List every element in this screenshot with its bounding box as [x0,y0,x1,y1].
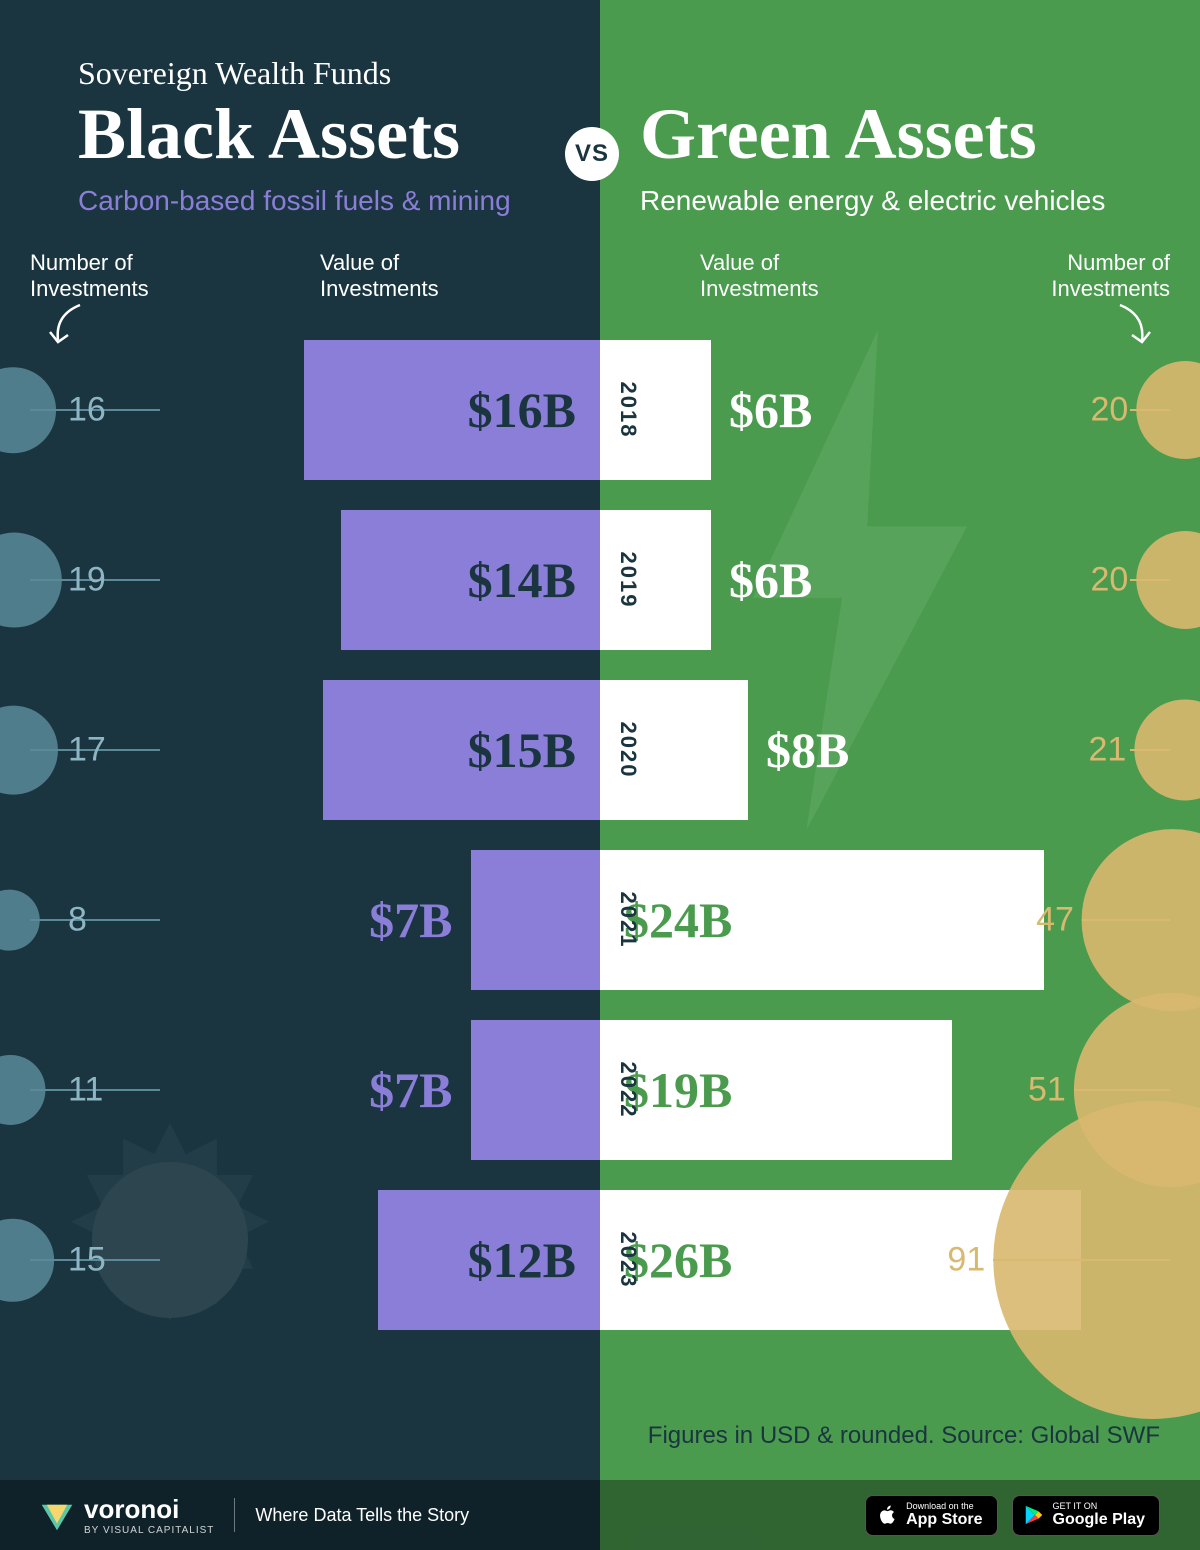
count-label-right: 20 [1090,561,1128,600]
apple-icon [876,1504,898,1526]
play-small: GET IT ON [1053,1502,1145,1511]
supertitle: Sovereign Wealth Funds [78,55,391,92]
bar-left-value: $15B [468,721,576,779]
chart-row: 15$12B$26B202391 [0,1190,1200,1330]
bar-left-value: $16B [468,381,576,439]
count-label-left: 11 [68,1071,103,1110]
year-label: 2020 [615,722,641,779]
infographic-canvas: Sovereign Wealth Funds Black Assets VS G… [0,0,1200,1550]
bar-right: $19B [600,1020,952,1160]
bar-left-value: $14B [468,551,576,609]
count-circle-left [0,706,58,795]
chart-row: 16 $16B $6B 2018 20 [0,340,1200,480]
bar-left: $7B [471,850,601,990]
year-label: 2019 [615,552,641,609]
brand-tagline: Where Data Tells the Story [255,1505,469,1526]
bar-left-value: $7B [369,891,452,949]
voronoi-logo-icon [40,1498,74,1532]
brand-logo: voronoi BY VISUAL CAPITALIST [40,1494,214,1536]
brand-divider [234,1498,235,1532]
appstore-small: Download on the [906,1502,982,1511]
tick-right [1130,749,1170,751]
bar-left: $15B [323,680,601,820]
col-header-num-right: Number ofInvestments [1051,250,1170,303]
chart-row: 8$7B$24B202147 [0,850,1200,990]
col-header-val-left: Value ofInvestments [320,250,439,303]
play-big: Google Play [1053,1511,1145,1528]
count-label-right: 91 [947,1241,985,1280]
count-label-left: 15 [68,1241,106,1280]
googleplay-icon [1023,1504,1045,1526]
col-header-val-right: Value ofInvestments [700,250,819,303]
bar-left: $7B [471,1020,601,1160]
count-circle-left [0,533,62,628]
tick-right [1074,1089,1170,1091]
count-label-right: 21 [1088,731,1126,770]
count-label-right: 51 [1028,1071,1066,1110]
count-label-left: 16 [68,391,106,430]
subtitle-right: Renewable energy & electric vehicles [640,185,1105,217]
count-label-right: 47 [1036,901,1074,940]
bar-left: $16B [304,340,600,480]
title-left: Black Assets [78,93,460,176]
count-label-left: 8 [68,901,87,940]
col-header-num-left: Number ofInvestments [30,250,149,303]
brand-group: voronoi BY VISUAL CAPITALIST Where Data … [40,1494,469,1536]
appstore-big: App Store [906,1511,982,1528]
count-circle-left [0,890,40,951]
bar-left-value: $7B [369,1061,452,1119]
bar-right-value: $6B [729,381,812,439]
bar-right: $24B [600,850,1044,990]
year-label: 2022 [615,1062,641,1119]
googleplay-badge[interactable]: GET IT ONGoogle Play [1012,1495,1160,1536]
count-label-left: 17 [68,731,106,770]
store-badges: Download on theApp Store GET IT ONGoogle… [865,1495,1160,1536]
count-circle-left [0,1055,46,1125]
title-right: Green Assets [640,93,1037,176]
year-label: 2018 [615,382,641,439]
bar-left: $12B [378,1190,600,1330]
subtitle-left: Carbon-based fossil fuels & mining [78,185,511,217]
bar-left-value: $12B [468,1231,576,1289]
chart-row: 11$7B$19B202251 [0,1020,1200,1160]
bar-right-value: $8B [766,721,849,779]
count-label-right: 20 [1090,391,1128,430]
year-label: 2021 [615,892,641,949]
year-label: 2023 [615,1232,641,1289]
bar-left: $14B [341,510,600,650]
tick-right [1130,579,1170,581]
footer-bar: voronoi BY VISUAL CAPITALIST Where Data … [0,1480,1200,1550]
brand-name: voronoi [84,1494,179,1524]
count-circle-left [0,367,56,453]
brand-byline: BY VISUAL CAPITALIST [84,1525,214,1536]
bar-right-value: $6B [729,551,812,609]
tick-right [993,1259,1170,1261]
count-circle-left [0,1219,54,1302]
tick-left [30,919,160,921]
tick-right [1130,409,1170,411]
vs-badge: VS [565,127,619,181]
diverging-bar-chart: 16$16B$6B20182019$14B$6B20192017$15B$8B2… [0,340,1200,1400]
source-note: Figures in USD & rounded. Source: Global… [648,1422,1160,1450]
chart-row: 19 $14B $6B 2019 20 [0,510,1200,650]
appstore-badge[interactable]: Download on theApp Store [865,1495,997,1536]
count-label-left: 19 [68,561,106,600]
chart-row: 17 $15B $8B 2020 21 [0,680,1200,820]
tick-right [1082,919,1170,921]
